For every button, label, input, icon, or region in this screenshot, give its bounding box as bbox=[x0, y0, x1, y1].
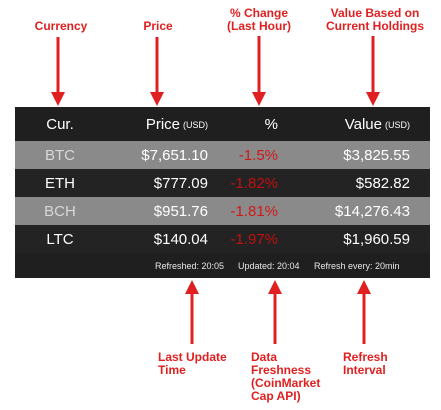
row-pct-change: -1.5% bbox=[208, 141, 278, 169]
row-pct-change: -1.81% bbox=[208, 197, 278, 225]
header-value-unit: (USD) bbox=[385, 120, 410, 130]
refreshed-time: Refreshed: 20:05 bbox=[155, 261, 224, 271]
table-row: LTC $140.04 -1.97% $1,960.59 bbox=[15, 225, 430, 253]
table-row: BTC $7,651.10 -1.5% $3,825.55 bbox=[15, 141, 430, 169]
crypto-price-widget: Cur. Price (USD) % Value (USD) BTC $7,651.… bbox=[15, 107, 430, 278]
arrowhead-refresh bbox=[357, 280, 371, 294]
callout-currency: Currency bbox=[30, 20, 92, 33]
table-header: Cur. Price (USD) % Value (USD) bbox=[15, 107, 430, 141]
callout-price: Price bbox=[136, 20, 180, 33]
header-value: Value (USD) bbox=[278, 107, 410, 141]
row-currency: BTC bbox=[15, 141, 105, 169]
callout-data-freshness: Data Freshness (CoinMarket Cap API) bbox=[251, 351, 320, 403]
row-currency: BCH bbox=[15, 197, 105, 225]
callout-value-holdings: Value Based on Current Holdings bbox=[316, 7, 434, 33]
header-pct: % bbox=[208, 107, 278, 141]
updated-time: Updated: 20:04 bbox=[238, 261, 300, 271]
arrowhead-currency bbox=[51, 92, 65, 106]
row-pct-change: -1.82% bbox=[208, 169, 278, 197]
arrowhead-value bbox=[366, 92, 380, 106]
row-price: $140.04 bbox=[105, 225, 208, 253]
arrowhead-last-update bbox=[185, 280, 199, 294]
row-currency: LTC bbox=[15, 225, 105, 253]
arrowhead-freshness bbox=[268, 280, 282, 294]
arrowhead-pct bbox=[252, 92, 266, 106]
row-value: $582.82 bbox=[278, 169, 410, 197]
callout-last-update: Last Update Time bbox=[158, 351, 227, 377]
row-value: $3,825.55 bbox=[278, 141, 410, 169]
row-price: $777.09 bbox=[105, 169, 208, 197]
header-price: Price (USD) bbox=[105, 107, 208, 141]
header-price-unit: (USD) bbox=[183, 120, 208, 130]
row-pct-change: -1.97% bbox=[208, 225, 278, 253]
callout-refresh-interval: Refresh Interval bbox=[343, 351, 388, 377]
row-currency: ETH bbox=[15, 169, 105, 197]
table-row: BCH $951.76 -1.81% $14,276.43 bbox=[15, 197, 430, 225]
refresh-interval: Refresh every: 20min bbox=[314, 261, 400, 271]
row-price: $951.76 bbox=[105, 197, 208, 225]
row-price: $7,651.10 bbox=[105, 141, 208, 169]
row-value: $14,276.43 bbox=[278, 197, 410, 225]
status-footer: Refreshed: 20:05 Updated: 20:04 Refresh … bbox=[15, 255, 430, 278]
table-row: ETH $777.09 -1.82% $582.82 bbox=[15, 169, 430, 197]
arrowhead-price bbox=[150, 92, 164, 106]
row-value: $1,960.59 bbox=[278, 225, 410, 253]
callout-pct-change: % Change (Last Hour) bbox=[216, 7, 302, 33]
header-currency: Cur. bbox=[15, 107, 105, 141]
